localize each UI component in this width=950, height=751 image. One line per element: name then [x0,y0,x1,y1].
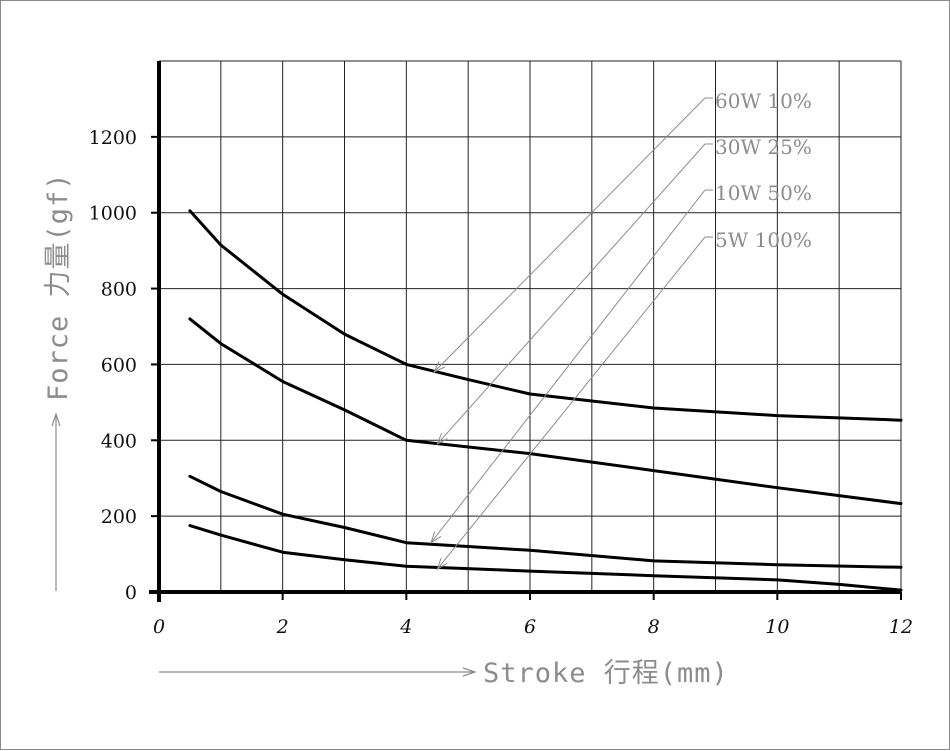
callout-arrowhead [433,361,445,374]
y-tick-label: 200 [101,506,137,528]
axes [149,61,901,602]
callout-arrowhead [436,433,448,446]
legend-label: 30W 25% [715,135,812,159]
callout-arrowhead [436,558,448,571]
callout-leader [436,143,706,445]
x-tick-label: 8 [648,616,660,638]
y-tick-label: 1200 [89,127,137,149]
x-tick-label: 10 [765,616,789,638]
y-axis-title-group: Force 力量(gf) [43,172,74,591]
y-tick-labels: 0 200 400 600 800 1000 1200 [89,127,159,604]
callout-leader [436,236,706,570]
y-tick-label: 1000 [89,203,137,225]
curves [188,209,903,592]
x-tick-label: 6 [524,616,536,638]
legend-label: 60W 10% [715,89,812,113]
callout-leader [430,189,706,543]
callout-arrowhead [430,531,442,544]
x-tick-label: 12 [889,616,913,638]
x-axis-title-group: Stroke 行程(mm) [159,658,729,689]
series-line-2 [188,317,903,506]
legend-label: 5W 100% [715,228,812,252]
series-line-4 [188,524,903,592]
legend-callouts: 60W 10% 30W 25% 10W 50% 5W 100% [430,89,812,571]
x-tick-label: 0 [153,616,165,638]
y-tick-label: 0 [125,582,137,604]
series-line-1 [188,209,903,422]
x-axis-title: Stroke 行程(mm) [483,658,729,689]
x-tick-label: 4 [399,616,412,638]
legend-label: 10W 50% [715,181,812,205]
y-tick-label: 600 [101,354,137,376]
y-tick-label: 800 [101,279,137,301]
y-axis-title: Force 力量(gf) [43,172,74,401]
series-line-3 [188,474,903,569]
x-tick-label: 2 [276,616,289,638]
grid [159,60,902,592]
callout-leader [433,97,706,373]
y-tick-label: 400 [101,430,137,452]
x-tick-labels: 0 2 4 6 8 10 12 [153,592,913,638]
